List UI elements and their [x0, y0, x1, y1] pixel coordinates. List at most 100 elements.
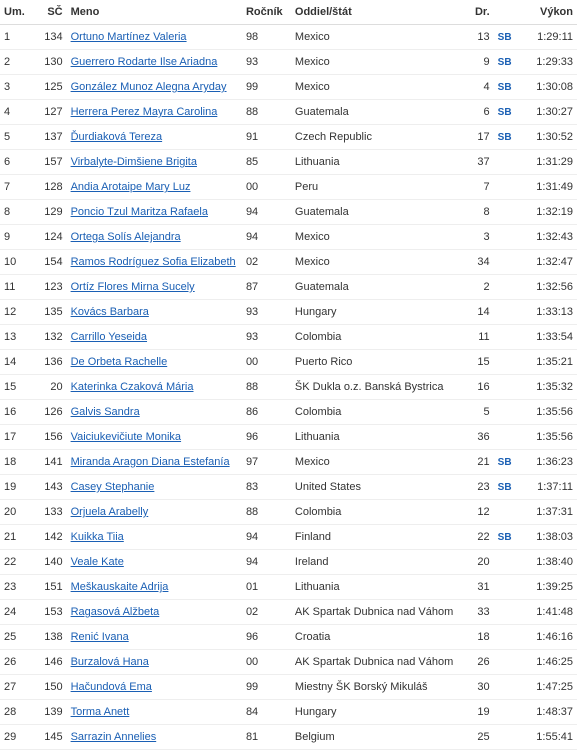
sb-badge: SB: [498, 482, 516, 493]
cell-um: 20: [0, 500, 32, 525]
cell-badge: [494, 575, 522, 600]
header-badge: [494, 0, 522, 25]
cell-rocnik: 02: [242, 600, 291, 625]
cell-name: Veale Kate: [67, 550, 242, 575]
athlete-link[interactable]: Miranda Aragon Diana Estefanía: [71, 456, 230, 468]
athlete-link[interactable]: González Munoz Alegna Aryday: [71, 81, 227, 93]
table-row: 2130Guerrero Rodarte Ilse Ariadna93Mexic…: [0, 50, 577, 75]
athlete-link[interactable]: Burzalová Hana: [71, 656, 149, 668]
cell-dr: 30: [461, 675, 494, 700]
cell-oddiel: Mexico: [291, 25, 461, 50]
cell-badge: SB: [494, 125, 522, 150]
cell-sc: 126: [32, 400, 67, 425]
cell-vykon: 1:30:08: [522, 75, 577, 100]
cell-badge: [494, 400, 522, 425]
athlete-link[interactable]: Guerrero Rodarte Ilse Ariadna: [71, 56, 218, 68]
athlete-link[interactable]: Kuikka Tiia: [71, 531, 124, 543]
table-row: 1520Katerinka Czaková Mária88ŠK Dukla o.…: [0, 375, 577, 400]
table-row: 18141Miranda Aragon Diana Estefanía97Mex…: [0, 450, 577, 475]
cell-vykon: 1:31:49: [522, 175, 577, 200]
cell-badge: SB: [494, 450, 522, 475]
cell-oddiel: Guatemala: [291, 100, 461, 125]
athlete-link[interactable]: Ortíz Flores Mirna Sucely: [71, 281, 195, 293]
cell-badge: SB: [494, 25, 522, 50]
cell-rocnik: 85: [242, 150, 291, 175]
table-row: 24153Ragasová Alžbeta02AK Spartak Dubnic…: [0, 600, 577, 625]
athlete-link[interactable]: Veale Kate: [71, 556, 124, 568]
cell-um: 28: [0, 700, 32, 725]
cell-um: 1: [0, 25, 32, 50]
cell-rocnik: 96: [242, 625, 291, 650]
cell-sc: 143: [32, 475, 67, 500]
cell-rocnik: 93: [242, 50, 291, 75]
athlete-link[interactable]: Carrillo Yeseida: [71, 331, 147, 343]
cell-rocnik: 96: [242, 425, 291, 450]
cell-vykon: 1:31:29: [522, 150, 577, 175]
athlete-link[interactable]: Kovács Barbara: [71, 306, 149, 318]
cell-um: 15: [0, 375, 32, 400]
athlete-link[interactable]: Galvis Sandra: [71, 406, 140, 418]
athlete-link[interactable]: Torma Anett: [71, 706, 130, 718]
cell-oddiel: AK Spartak Dubnica nad Váhom: [291, 600, 461, 625]
cell-dr: 2: [461, 275, 494, 300]
cell-oddiel: Colombia: [291, 400, 461, 425]
cell-sc: 133: [32, 500, 67, 525]
athlete-link[interactable]: Andia Arotaipe Mary Luz: [71, 181, 191, 193]
cell-badge: [494, 550, 522, 575]
cell-oddiel: Croatia: [291, 625, 461, 650]
cell-name: González Munoz Alegna Aryday: [67, 75, 242, 100]
cell-um: 11: [0, 275, 32, 300]
cell-oddiel: Lithuania: [291, 425, 461, 450]
athlete-link[interactable]: Poncio Tzul Maritza Rafaela: [71, 206, 208, 218]
cell-vykon: 1:30:52: [522, 125, 577, 150]
athlete-link[interactable]: Casey Stephanie: [71, 481, 155, 493]
cell-sc: 129: [32, 200, 67, 225]
athlete-link[interactable]: Hačundová Ema: [71, 681, 152, 693]
cell-dr: 26: [461, 650, 494, 675]
cell-name: Casey Stephanie: [67, 475, 242, 500]
athlete-link[interactable]: Renić Ivana: [71, 631, 129, 643]
athlete-link[interactable]: Herrera Perez Mayra Carolina: [71, 106, 218, 118]
cell-rocnik: 94: [242, 550, 291, 575]
table-row: 19143Casey Stephanie83United States23SB1…: [0, 475, 577, 500]
athlete-link[interactable]: Sarrazin Annelies: [71, 731, 157, 743]
cell-sc: 124: [32, 225, 67, 250]
cell-dr: 36: [461, 425, 494, 450]
cell-name: Ragasová Alžbeta: [67, 600, 242, 625]
cell-oddiel: Mexico: [291, 50, 461, 75]
cell-name: Orjuela Arabelly: [67, 500, 242, 525]
cell-oddiel: Colombia: [291, 500, 461, 525]
athlete-link[interactable]: Ortuno Martínez Valeria: [71, 31, 187, 43]
cell-rocnik: 86: [242, 400, 291, 425]
athlete-link[interactable]: De Orbeta Rachelle: [71, 356, 168, 368]
cell-sc: 128: [32, 175, 67, 200]
table-row: 23151Meškauskaite Adrija01Lithuania311:3…: [0, 575, 577, 600]
cell-dr: 15: [461, 350, 494, 375]
athlete-link[interactable]: Ďurdiaková Tereza: [71, 131, 163, 143]
athlete-link[interactable]: Ragasová Alžbeta: [71, 606, 160, 618]
table-row: 10154Ramos Rodríguez Sofia Elizabeth02Me…: [0, 250, 577, 275]
cell-vykon: 1:39:25: [522, 575, 577, 600]
table-row: 4127Herrera Perez Mayra Carolina88Guatem…: [0, 100, 577, 125]
cell-vykon: 1:33:13: [522, 300, 577, 325]
athlete-link[interactable]: Orjuela Arabelly: [71, 506, 149, 518]
cell-oddiel: Miestny ŠK Borský Mikuláš: [291, 675, 461, 700]
table-row: 26146Burzalová Hana00AK Spartak Dubnica …: [0, 650, 577, 675]
cell-um: 23: [0, 575, 32, 600]
athlete-link[interactable]: Meškauskaite Adrija: [71, 581, 169, 593]
athlete-link[interactable]: Virbalyte-Dimšiene Brigita: [71, 156, 197, 168]
cell-rocnik: 88: [242, 375, 291, 400]
athlete-link[interactable]: Ortega Solís Alejandra: [71, 231, 181, 243]
cell-oddiel: Guatemala: [291, 275, 461, 300]
cell-name: Poncio Tzul Maritza Rafaela: [67, 200, 242, 225]
cell-um: 24: [0, 600, 32, 625]
cell-name: Virbalyte-Dimšiene Brigita: [67, 150, 242, 175]
athlete-link[interactable]: Ramos Rodríguez Sofia Elizabeth: [71, 256, 236, 268]
cell-rocnik: 00: [242, 650, 291, 675]
athlete-link[interactable]: Vaiciukevičiute Monika: [71, 431, 181, 443]
athlete-link[interactable]: Katerinka Czaková Mária: [71, 381, 194, 393]
cell-badge: SB: [494, 475, 522, 500]
cell-badge: SB: [494, 50, 522, 75]
cell-vykon: 1:46:25: [522, 650, 577, 675]
cell-rocnik: 01: [242, 575, 291, 600]
